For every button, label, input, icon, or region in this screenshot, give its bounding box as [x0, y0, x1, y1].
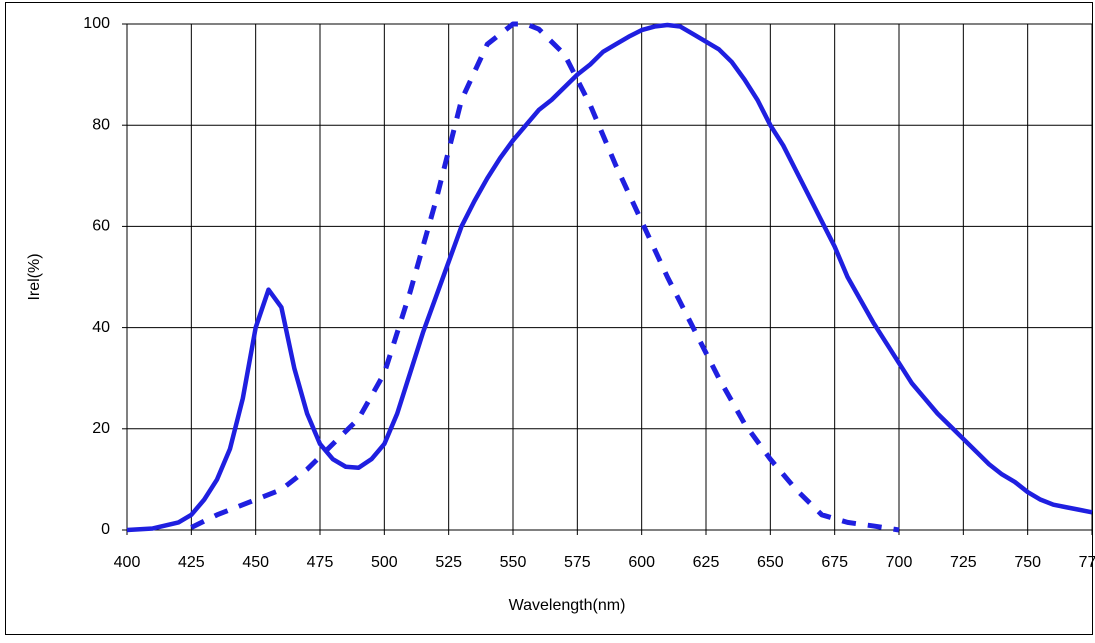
x-tick-label: 650 — [757, 554, 784, 571]
x-tick-label: 500 — [371, 554, 398, 571]
x-tick-label: 550 — [500, 554, 527, 571]
y-tick-label: 100 — [83, 15, 110, 32]
y-tick-label: 0 — [101, 521, 110, 538]
x-tick-label: 400 — [114, 554, 141, 571]
y-tick-label: 80 — [92, 116, 110, 133]
x-tick-label: 775 — [1079, 554, 1095, 571]
x-tick-label: 725 — [950, 554, 977, 571]
x-tick-label: 675 — [821, 554, 848, 571]
x-tick-label: 450 — [242, 554, 269, 571]
x-tick-label: 425 — [178, 554, 205, 571]
x-tick-label: 600 — [628, 554, 655, 571]
x-tick-label: 475 — [307, 554, 334, 571]
x-tick-label: 625 — [693, 554, 720, 571]
series-line — [190, 21, 900, 533]
y-axis-label: Irel(%) — [26, 253, 43, 300]
x-tick-label: 700 — [886, 554, 913, 571]
series-line — [126, 22, 1093, 533]
y-tick-label: 40 — [92, 319, 110, 336]
y-tick-label: 60 — [92, 218, 110, 235]
x-tick-label: 575 — [564, 554, 591, 571]
x-tick-label: 750 — [1014, 554, 1041, 571]
plot-area — [126, 23, 1093, 531]
y-tick-label: 20 — [92, 420, 110, 437]
x-axis-label: Wavelength(nm) — [509, 597, 626, 614]
x-tick-label: 525 — [435, 554, 462, 571]
